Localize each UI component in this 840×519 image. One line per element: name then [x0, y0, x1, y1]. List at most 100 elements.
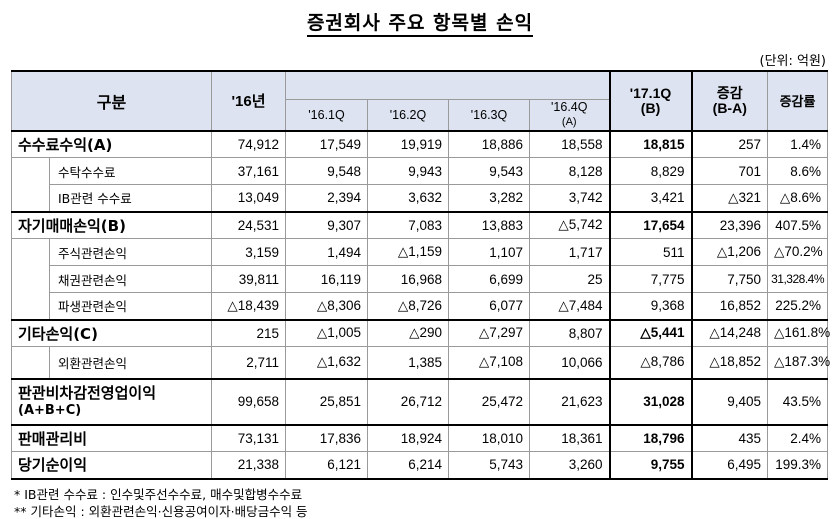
table-cell: 6,495 [691, 451, 769, 480]
header-2016-2q: '16.2Q [367, 98, 450, 131]
table-cell: 18,010 [448, 423, 531, 452]
table-cell: 19,919 [367, 129, 450, 158]
table-cell: △8,726 [367, 292, 450, 320]
table-cell: 3,260 [529, 451, 611, 480]
header-2017-1q: '17.1Q (B) [608, 70, 693, 131]
row-label: 외환관련손익 [48, 346, 213, 379]
row-label: 자기매매손익(B) [10, 210, 213, 239]
table-cell: 8,807 [529, 318, 611, 347]
table-cell: 31,328.4% [767, 265, 829, 293]
table-cell: △8,786 [608, 346, 693, 379]
table-cell: △290 [367, 318, 450, 347]
table-row: 판매관리비 73,131 17,836 18,924 18,010 18,361 18,… [10, 423, 829, 452]
table-cell: △187.3% [767, 346, 830, 379]
table-cell: 73,131 [211, 423, 287, 452]
table-cell: 7,083 [367, 210, 450, 239]
table-cell: 511 [608, 238, 693, 266]
header-rate: 증감률 [767, 70, 829, 131]
table-cell: △7,484 [529, 292, 611, 320]
table-cell: 1,107 [448, 238, 531, 266]
table-cell: 16,119 [285, 265, 369, 293]
table-cell: △7,108 [448, 346, 531, 379]
table-cell: △5,742 [529, 210, 611, 239]
profit-table: 구분 '16년 '17.1Q (B) 증감 (B-A) 증감률 '16.1Q '16… [10, 70, 830, 480]
table-cell: 199.3% [767, 451, 829, 480]
header-2016-4q: '16.4Q (A) [529, 98, 611, 131]
table-cell: 37,161 [211, 157, 287, 185]
table-cell: 13,049 [211, 184, 287, 212]
table-cell: △14,248 [691, 318, 769, 347]
table-row: 수탁수수료 37,161 9,548 9,943 9,543 8,128 8,829 70… [11, 157, 829, 212]
table-cell: 10,066 [529, 346, 611, 379]
table-row: 기타손익(C) 215 △1,005 △290 △7,297 8,807 △5,441 △… [10, 318, 830, 347]
table-cell: 16,968 [367, 265, 450, 293]
table-cell: 2.4% [767, 423, 829, 452]
header-2016: '16년 [211, 70, 287, 131]
table-cell: 3,632 [367, 184, 450, 212]
table-row: IB관련 수수료 13,049 2,394 3,632 3,282 3,742 3,42… [12, 184, 829, 212]
table-cell: 99,658 [211, 377, 287, 425]
row-label: 기타손익(C) [10, 318, 213, 347]
table-cell: 9,368 [608, 292, 693, 320]
table-cell: 3,742 [529, 184, 611, 212]
row-label: 수수료수익(A) [10, 129, 213, 158]
table-cell: 3,421 [608, 184, 693, 212]
table-cell: 25,851 [285, 377, 369, 425]
table-cell: 7,775 [608, 265, 693, 293]
table-cell: 74,912 [211, 129, 287, 158]
table-cell: 1.4% [767, 129, 829, 158]
table-cell: 8.6% [767, 157, 829, 185]
table-cell: 8,829 [608, 157, 693, 185]
table-cell: 17,836 [285, 423, 369, 452]
table-cell: 9,755 [608, 451, 693, 480]
table-cell: △8,306 [285, 292, 369, 320]
table-cell: 1,385 [367, 346, 450, 379]
footnote-other: ** 기타손익 : 외환관련손익·신용공여이자·배당금수익 등 [14, 504, 308, 519]
table-cell: 9,943 [367, 157, 450, 185]
table-row: 외환관련손익 2,711 △1,632 1,385 △7,108 10,066 △8,7… [11, 346, 830, 379]
table-cell: 17,654 [608, 210, 693, 239]
table-cell: 16,852 [691, 292, 769, 320]
table-cell: 9,543 [448, 157, 531, 185]
table-cell: 1,494 [285, 238, 369, 266]
table-cell: △8.6% [767, 184, 829, 212]
table-cell: 24,531 [211, 210, 287, 239]
table-cell: 25,472 [448, 377, 531, 425]
table-cell: △7,297 [448, 318, 531, 347]
table-row: 당기순이익 21,338 6,121 6,214 5,743 3,260 9,755 6,… [10, 451, 829, 480]
table-row: 주식관련손익 3,159 1,494 △1,159 1,107 1,717 511 △1,… [11, 238, 829, 320]
table-row: 판관비차감전영업이익 (A+B+C) 99,658 25,851 26,712 25,… [10, 377, 829, 425]
page-title: 증권회사 주요 항목별 손익 [0, 8, 840, 37]
table-cell: 18,361 [529, 423, 611, 452]
table-cell: 6,699 [448, 265, 531, 293]
table-cell: 6,214 [367, 451, 450, 480]
table-row: 파생관련손익 △18,439 △8,306 △8,726 6,077 △7,484 9,… [12, 292, 829, 320]
table-cell: 26,712 [367, 377, 450, 425]
row-label: 파생관련손익 [48, 292, 213, 320]
table-cell: △321 [691, 184, 769, 212]
row-label: IB관련 수수료 [48, 184, 213, 212]
table-cell: 18,924 [367, 423, 450, 452]
table-cell: 3,159 [211, 238, 287, 266]
row-label: 수탁수수료 [48, 157, 213, 185]
table-cell: 2,394 [285, 184, 369, 212]
table-cell: 18,558 [529, 129, 611, 158]
header-2016-1q: '16.1Q [285, 98, 369, 131]
header-quarters-group [285, 70, 611, 100]
table-cell: 21,623 [529, 377, 611, 425]
table-row: 자기매매손익(B) 24,531 9,307 7,083 13,883 △5,742 1… [10, 210, 829, 239]
table-cell: 407.5% [767, 210, 829, 239]
table-cell: 435 [691, 423, 769, 452]
table-cell: △18,852 [691, 346, 769, 379]
table-row: 수수료수익(A) 74,912 17,549 19,919 18,886 18,558 … [10, 129, 829, 158]
table-cell: △161.8% [767, 318, 830, 347]
table-cell: 7,750 [691, 265, 769, 293]
header-category: 구분 [10, 70, 213, 131]
table-cell: 21,338 [211, 451, 287, 480]
table-cell: 2,711 [211, 346, 287, 379]
header-diff: 증감 (B-A) [691, 70, 769, 131]
row-label: 주식관련손익 [48, 238, 213, 266]
table-cell: △18,439 [211, 292, 287, 320]
table-cell: 39,811 [211, 265, 287, 293]
table-cell: 9,307 [285, 210, 369, 239]
